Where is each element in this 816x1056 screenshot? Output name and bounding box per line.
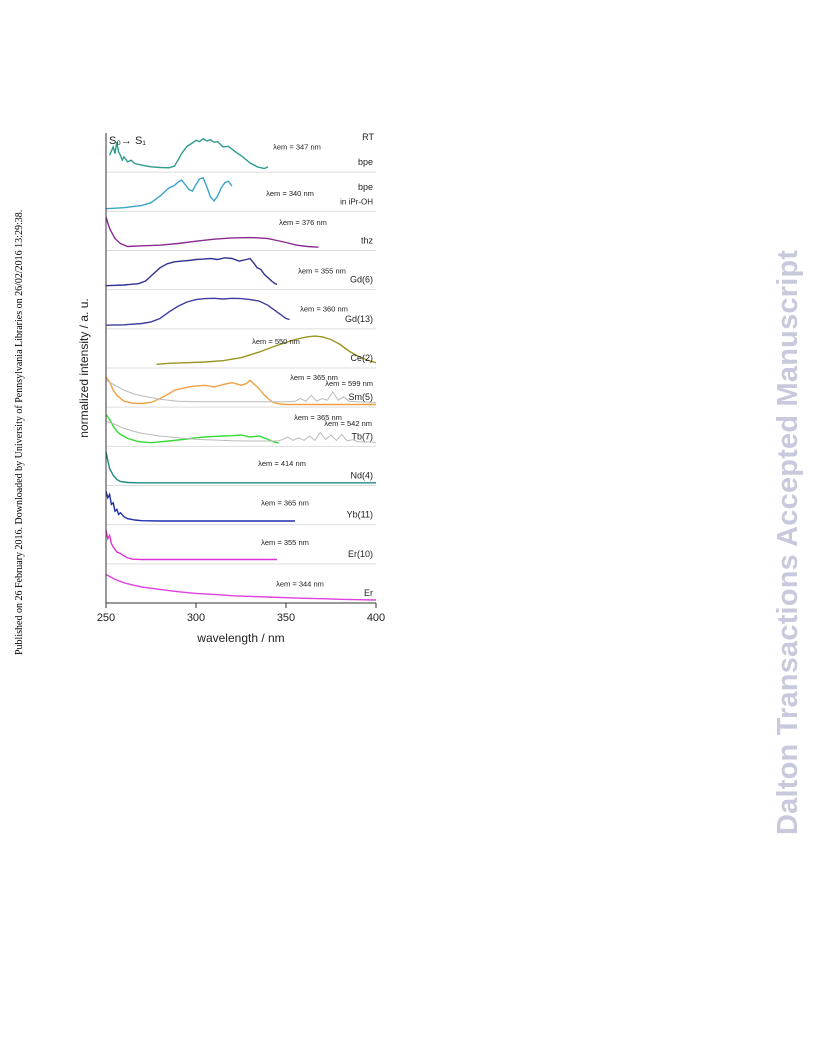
emission-wavelength-label: λem = 355 nm [298, 266, 346, 275]
x-tick-label: 300 [187, 612, 205, 624]
panel-label: bpe [358, 157, 373, 167]
series-line-bpe-0 [105, 176, 233, 210]
emission-wavelength-label: λem = 355 nm [261, 538, 309, 547]
emission-wavelength-label: λem = 376 nm [279, 218, 327, 227]
y-axis-label: normalized intensity / a. u. [77, 298, 91, 437]
panel-label: Gd(13) [345, 314, 373, 324]
panel-label: Er(10) [348, 549, 373, 559]
panel-sublabel: in iPr-OH [340, 197, 373, 206]
emission-wavelength-label: λem = 550 nm [252, 337, 300, 346]
corner-label-left: S₀→ S₁ [109, 135, 146, 147]
series-line-gd6-0 [105, 257, 278, 287]
panel-label: Ce(2) [350, 353, 373, 363]
x-axis-label: wavelength / nm [196, 631, 284, 645]
panel-label: bpe [358, 182, 373, 192]
emission-wavelength-label: λem = 365 nm [261, 498, 309, 507]
panel-label: thz [361, 235, 374, 245]
series-line-sm5-1 [105, 379, 377, 403]
series-line-yb11-0 [105, 491, 295, 522]
series-line-gd13-0 [105, 297, 290, 326]
emission-wavelength-label: λem = 365 nm [290, 373, 338, 382]
corner-label-right: RT [362, 132, 374, 142]
series-line-ce2-0 [156, 335, 377, 365]
emission-wavelength-label: λem = 414 nm [258, 459, 306, 468]
panel-label: Er [364, 588, 373, 598]
series-line-tb7-0 [105, 414, 279, 444]
series-line-thz-0 [105, 216, 319, 248]
emission-wavelength-label: λem = 344 nm [276, 580, 324, 589]
panel-label: Gd(6) [350, 275, 373, 285]
series-line-er-0 [105, 573, 377, 601]
series-line-er10-0 [105, 530, 277, 561]
emission-wavelength-label: λem = 340 nm [266, 189, 314, 198]
emission-wavelength-label-2: λem = 599 nm [325, 379, 373, 388]
series-line-tb7-1 [105, 420, 377, 443]
panel-label: Tb(7) [351, 431, 373, 441]
series-line-bpe-0 [108, 137, 269, 170]
panel-label: Nd(4) [350, 470, 373, 480]
x-tick-label: 350 [277, 612, 295, 624]
series-line-sm5-0 [105, 376, 376, 406]
panel-label: Yb(11) [347, 510, 373, 520]
emission-wavelength-label: λem = 365 nm [294, 413, 342, 422]
x-tick-label: 400 [367, 612, 385, 624]
emission-wavelength-label-2: λem = 542 nm [324, 419, 372, 428]
emission-wavelength-label: λem = 347 nm [273, 143, 321, 152]
panel-label: Sm(5) [349, 392, 374, 402]
emission-wavelength-label: λem = 360 nm [300, 304, 348, 313]
series-line-nd4-0 [105, 451, 376, 484]
x-tick-label: 250 [97, 612, 115, 624]
